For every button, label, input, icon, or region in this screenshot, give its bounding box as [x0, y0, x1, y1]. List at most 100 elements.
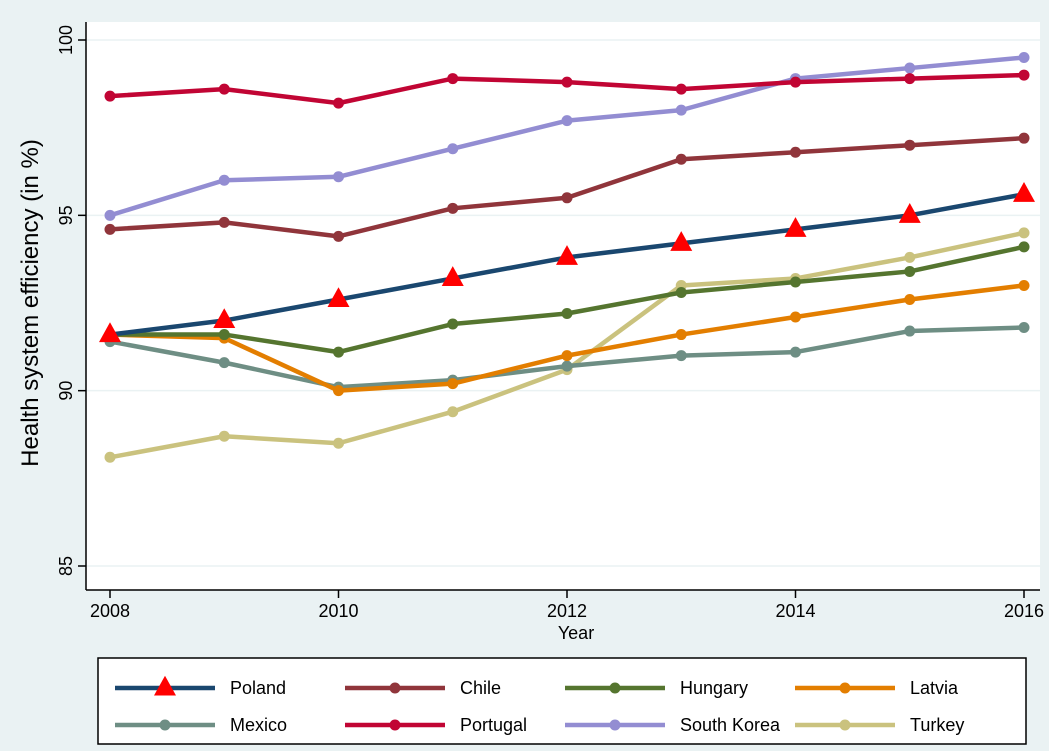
data-point: [784, 217, 807, 237]
data-point: [904, 325, 916, 337]
series-poland: [99, 182, 1035, 343]
data-point: [561, 350, 573, 362]
legend-item-latvia: Latvia: [795, 678, 959, 698]
data-point: [333, 346, 344, 358]
data-point: [904, 73, 916, 85]
data-point: [904, 251, 916, 263]
legend-item-hungary: Hungary: [565, 678, 748, 698]
gridlines: [86, 39, 1040, 567]
legend-marker: [159, 719, 171, 731]
data-point: [904, 62, 916, 74]
data-point: [104, 451, 116, 463]
data-point: [333, 385, 344, 397]
data-point: [790, 76, 801, 88]
y-tick-label: 90: [56, 381, 76, 401]
data-point: [561, 360, 573, 372]
data-point: [1018, 132, 1030, 144]
data-point: [790, 276, 801, 288]
data-point: [333, 437, 344, 449]
data-point: [441, 266, 464, 286]
data-point: [675, 104, 687, 116]
x-tick-label: 2016: [1004, 601, 1044, 621]
data-point: [1018, 69, 1030, 81]
legend-item-mexico: Mexico: [115, 715, 287, 735]
legend: Poland Chile Hungary Latvia Mexico Portugal So…: [97, 657, 1027, 745]
data-point: [1018, 227, 1030, 239]
data-point: [447, 73, 459, 85]
legend-label: South Korea: [680, 715, 781, 735]
data-point: [790, 311, 801, 323]
legend-label: Latvia: [910, 678, 959, 698]
data-point: [675, 329, 687, 341]
data-point: [670, 231, 693, 251]
data-point: [447, 378, 459, 390]
y-tick-label: 95: [56, 205, 76, 225]
series-chile: [104, 132, 1030, 242]
data-point: [675, 83, 687, 95]
x-tick-label: 2014: [775, 601, 815, 621]
legend-marker: [839, 719, 851, 731]
plot-area: [86, 22, 1040, 590]
data-point: [904, 293, 916, 305]
legend-label: Hungary: [680, 678, 748, 698]
series-portugal: [104, 69, 1030, 109]
data-point: [218, 216, 230, 228]
y-axis-title: Health system efficiency (in %): [17, 139, 44, 467]
legend-marker: [609, 682, 621, 694]
data-point: [327, 287, 350, 308]
data-point: [218, 357, 230, 369]
legend-marker: [154, 675, 176, 696]
data-point: [904, 265, 916, 277]
y-tick-label: 100: [56, 25, 76, 55]
data-point: [218, 174, 230, 186]
legend-item-turkey: Turkey: [795, 715, 964, 735]
legend-label: Poland: [230, 678, 286, 698]
data-point: [561, 115, 573, 127]
legend-item-south-korea: South Korea: [565, 715, 781, 735]
data-point: [675, 153, 687, 165]
legend-item-chile: Chile: [345, 678, 501, 698]
series-group: [99, 52, 1035, 463]
axes: 85 90 95 100 2008 2010 2012 2014 2016: [56, 22, 1044, 621]
data-point: [99, 322, 121, 343]
x-axis-title: Year: [558, 623, 594, 643]
data-point: [218, 430, 230, 442]
data-point: [447, 202, 459, 214]
data-point: [898, 203, 921, 223]
data-point: [561, 192, 573, 204]
x-tick-label: 2012: [547, 601, 587, 621]
data-point: [104, 223, 116, 235]
data-point: [561, 308, 573, 320]
legend-box: [97, 657, 1027, 745]
legend-marker: [839, 682, 851, 694]
legend-label: Mexico: [230, 715, 287, 735]
legend-label: Turkey: [910, 715, 964, 735]
legend-item-portugal: Portugal: [345, 715, 527, 735]
data-point: [675, 350, 687, 362]
x-tick-label: 2008: [90, 601, 130, 621]
data-point: [790, 146, 801, 158]
data-point: [447, 406, 459, 418]
legend-item-poland: Poland: [115, 675, 286, 698]
data-point: [333, 230, 344, 242]
data-point: [904, 139, 916, 151]
series-mexico: [104, 322, 1030, 393]
legend-label: Chile: [460, 678, 501, 698]
legend-marker: [389, 682, 401, 694]
data-point: [213, 308, 236, 329]
data-point: [333, 97, 344, 109]
data-point: [104, 209, 116, 221]
data-point: [333, 171, 344, 183]
data-point: [104, 90, 116, 102]
legend-label: Portugal: [460, 715, 527, 735]
data-point: [1013, 182, 1035, 202]
data-point: [1018, 241, 1030, 253]
data-point: [556, 245, 578, 265]
data-point: [1018, 52, 1030, 64]
x-tick-label: 2010: [318, 601, 358, 621]
legend-marker: [609, 719, 621, 731]
data-point: [675, 286, 687, 298]
data-point: [1018, 279, 1030, 291]
data-point: [561, 76, 573, 88]
